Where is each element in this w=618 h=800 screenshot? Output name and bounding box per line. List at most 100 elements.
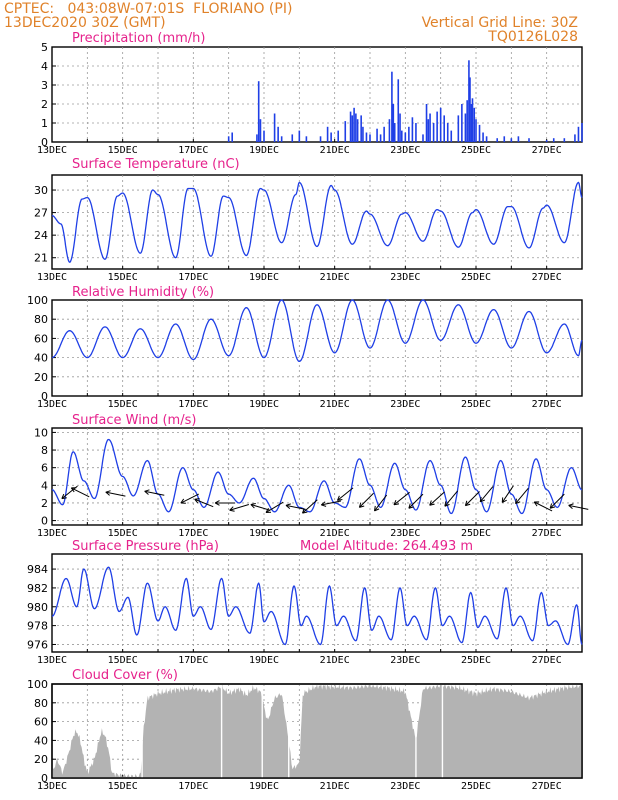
panel6-xlabel: 27DEC <box>532 781 562 792</box>
panel1-xlabel: 17DEC <box>178 145 208 156</box>
panel1-frame <box>51 46 583 143</box>
panel4-wind-head <box>429 500 432 506</box>
panel4-wind-vector <box>321 500 342 506</box>
panel1-bar <box>446 123 449 142</box>
panel4-wind-head <box>105 491 110 496</box>
panel4-wind-vector <box>479 486 494 503</box>
panel3-ylabel: 40 <box>34 352 48 365</box>
panel4-wind-vector <box>533 501 553 512</box>
panel1-bar <box>355 113 357 142</box>
panel4-wind-head <box>374 505 376 511</box>
panel4-wind-vector <box>180 493 199 504</box>
panel4-wind-head <box>302 508 305 514</box>
panel2-frame <box>51 174 583 270</box>
panel4-wind-head <box>302 511 308 514</box>
panel4-wind-head <box>568 503 574 506</box>
panel1-bar <box>427 119 430 142</box>
panel1-bar <box>399 113 401 142</box>
panel1-xlabel: 19DEC <box>249 145 279 156</box>
panel4-wind-head <box>61 497 67 500</box>
panel1-bar <box>422 134 424 142</box>
panel1-bar <box>503 136 506 142</box>
panel4-wind-vector <box>337 487 354 501</box>
panel5-xlabel: 17DEC <box>178 655 208 666</box>
panel1-bar <box>563 138 566 142</box>
panel2-ylabel: 27 <box>34 207 48 220</box>
panel5-ylabel: 982 <box>27 582 48 595</box>
panel2-ylabel: 30 <box>34 184 48 197</box>
panel1-bar <box>360 115 362 142</box>
panel1-ylabel: 2 <box>41 98 48 111</box>
panel1-xlabel: 21DEC <box>320 145 350 156</box>
panel6-xlabel: 17DEC <box>178 781 208 792</box>
panel1-bar <box>429 113 431 142</box>
panel4-wind-vector <box>285 504 306 510</box>
panel6-ylabel: 0 <box>41 772 48 785</box>
panel4-wind-head <box>321 501 326 506</box>
panel4-wind-vector <box>105 491 126 497</box>
panel1-bar <box>401 130 403 142</box>
panel6-xlabel: 15DEC <box>108 781 138 792</box>
panel5-subtitle: Model Altitude: 264.493 m <box>300 539 473 554</box>
panel4-wind-head <box>429 503 435 506</box>
panel1-bar <box>376 128 378 142</box>
panel4-wind-vector <box>515 487 529 504</box>
panel1-bar <box>379 134 382 142</box>
panel5-ylabel: 984 <box>27 563 48 576</box>
panel5-line <box>51 566 583 646</box>
panel4-wind-head <box>180 498 185 504</box>
panel4-title: Surface Wind (m/s) <box>72 413 196 428</box>
panel4-wind-vector <box>194 498 214 508</box>
panel4-ylabel: 0 <box>41 515 48 528</box>
panel6-xlabel: 13DEC <box>37 781 67 792</box>
panel4-wind-vector <box>549 493 565 509</box>
panel1-bar <box>496 138 498 142</box>
panel1-bar <box>273 113 276 142</box>
panel4-wind-head <box>337 499 343 501</box>
panel6-ylabel: 100 <box>27 678 48 691</box>
panel1-bar <box>450 130 453 142</box>
panel4-wind-vector <box>444 490 459 507</box>
panel4-wind-head <box>144 489 150 492</box>
panel5-xlabel: 23DEC <box>390 655 420 666</box>
panel6-ylabel: 80 <box>34 697 48 710</box>
panel3-xlabel: 13DEC <box>37 399 67 410</box>
panel1-bar <box>510 138 513 142</box>
panel1-title: Precipitation (mm/h) <box>72 31 205 46</box>
panel4-wind-vector <box>144 490 165 496</box>
panel1-bar <box>344 121 347 142</box>
panel4-wind-vector <box>229 504 249 511</box>
panel2-xlabel: 25DEC <box>461 272 491 283</box>
panel4-wind-head <box>250 502 256 505</box>
panel4-wind-vector <box>359 492 374 508</box>
panel1-bar <box>393 123 396 142</box>
panel1-bar <box>470 104 473 142</box>
panel4-wind-vector <box>393 491 410 506</box>
panel1-bar <box>227 136 230 142</box>
panel1-bar <box>577 126 580 142</box>
panel2-xlabel: 27DEC <box>532 272 562 283</box>
panel4-wind-head <box>321 504 327 507</box>
panel1-bar <box>356 119 359 142</box>
panel4-wind-head <box>229 509 235 512</box>
panel1-bar <box>425 104 428 142</box>
panel4-ylabel: 4 <box>41 479 48 492</box>
panel1-bar <box>365 132 368 142</box>
panel3-ylabel: 80 <box>34 313 48 326</box>
panel6-frame-top <box>51 683 583 779</box>
panel1-bar <box>388 119 391 142</box>
panel6-area <box>52 684 582 778</box>
panel4-wind-head <box>194 498 200 500</box>
panel6-ylabel: 40 <box>34 734 48 747</box>
panel4-wind-head <box>336 495 340 501</box>
panel1-bar <box>411 117 414 142</box>
panel1-bar <box>397 79 400 142</box>
panel5-xlabel: 19DEC <box>249 655 279 666</box>
panel4-wind-head <box>285 503 291 506</box>
panel5-frame <box>51 553 583 653</box>
panel4-wind-vector <box>265 501 284 513</box>
panel3-xlabel: 17DEC <box>178 399 208 410</box>
panel1-bar <box>574 134 576 142</box>
panel1-bar <box>436 111 438 142</box>
panel1-xlabel: 23DEC <box>390 145 420 156</box>
